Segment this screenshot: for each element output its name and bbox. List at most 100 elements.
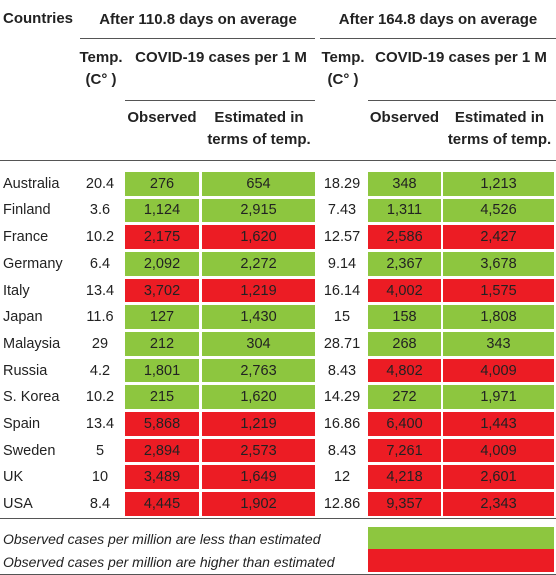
case-cell: 1,808	[443, 305, 554, 329]
temp-cell: 6.4	[89, 255, 111, 272]
temp-cell: 16.86	[323, 415, 361, 432]
observed-header: Observed	[369, 109, 440, 126]
temp-cell: 13.4	[85, 282, 115, 299]
case-cell: 9,357	[368, 492, 441, 516]
country: S. Korea	[3, 389, 60, 406]
countries-header: Countries	[3, 10, 74, 27]
group-header: After 164.8 days on average	[338, 11, 538, 28]
case-cell: 1,311	[368, 198, 441, 223]
case-cell: 2,367	[368, 252, 441, 276]
case-cell: 2,763	[202, 358, 315, 383]
temp-cell: 12	[333, 469, 351, 486]
case-cell: 1,971	[443, 385, 554, 410]
legend-label: Observed cases per million are higher th…	[3, 554, 335, 570]
temp-cell: 28.71	[323, 335, 361, 352]
case-cell: 2,427	[443, 225, 554, 249]
case-cell: 1,219	[202, 412, 315, 436]
country: Finland	[3, 202, 51, 219]
temp-cell: 8.4	[89, 495, 111, 512]
case-cell: 3,489	[125, 465, 199, 490]
temp-cell: 3.6	[89, 202, 111, 219]
case-cell: 1,801	[125, 358, 199, 383]
temp-cell: 9.14	[327, 255, 357, 272]
country: France	[3, 229, 49, 246]
country: USA	[3, 495, 33, 512]
case-cell: 1,219	[202, 278, 315, 303]
case-cell: 272	[368, 385, 441, 410]
case-cell: 5,868	[125, 412, 199, 436]
case-cell: 2,343	[443, 492, 554, 516]
case-cell: 2,894	[125, 438, 199, 463]
temp-cell: 5	[95, 442, 105, 459]
cases-header: COVID-19 cases per 1 M	[135, 49, 307, 66]
legend-swatch	[368, 549, 554, 572]
observed-header: Observed	[127, 109, 197, 126]
country: Malaysia	[3, 335, 61, 352]
country: Italy	[3, 282, 30, 299]
temp-cell: 15	[333, 309, 351, 326]
case-cell: 127	[125, 305, 199, 329]
temp-cell: 10.2	[85, 389, 115, 406]
group-header: After 110.8 days on average	[99, 11, 297, 28]
cases-header: COVID-19 cases per 1 M	[375, 49, 547, 66]
temp-cell: 8.43	[327, 442, 357, 459]
temp-cell: 20.4	[85, 175, 115, 192]
legend-label: Observed cases per million are less than…	[3, 531, 321, 547]
case-cell: 7,261	[368, 438, 441, 463]
case-cell: 268	[368, 332, 441, 356]
case-cell: 1,620	[202, 225, 315, 249]
case-cell: 2,573	[202, 438, 315, 463]
temp-cell: 11.6	[86, 309, 114, 326]
case-cell: 3,702	[125, 278, 199, 303]
rule	[320, 38, 556, 39]
case-cell: 3,678	[443, 252, 554, 276]
country: Russia	[3, 362, 48, 379]
case-cell: 2,175	[125, 225, 199, 249]
temp-header: Temp. (C° )	[321, 49, 365, 88]
country: Japan	[3, 309, 43, 326]
case-cell: 276	[125, 172, 199, 196]
temp-cell: 18.29	[323, 175, 361, 192]
case-cell: 1,649	[202, 465, 315, 490]
case-cell: 158	[368, 305, 441, 329]
temp-cell: 16.14	[323, 282, 361, 299]
country: UK	[3, 469, 24, 486]
rule	[0, 160, 556, 161]
temp-cell: 10.2	[85, 229, 115, 246]
rule	[80, 38, 315, 39]
rule	[125, 100, 315, 101]
case-cell: 2,272	[202, 252, 315, 276]
country: Spain	[3, 415, 41, 432]
case-cell: 4,009	[443, 358, 554, 383]
case-cell: 304	[202, 332, 315, 356]
case-cell: 4,009	[443, 438, 554, 463]
case-cell: 348	[368, 172, 441, 196]
case-cell: 1,213	[443, 172, 554, 196]
temp-header: Temp. (C° )	[79, 49, 123, 88]
case-cell: 212	[125, 332, 199, 356]
case-cell: 215	[125, 385, 199, 410]
country: Germany	[3, 255, 63, 272]
country: Australia	[3, 175, 60, 192]
rule	[368, 100, 556, 101]
temp-cell: 8.43	[327, 362, 357, 379]
estimated-header: Estimated in terms of temp.	[207, 109, 311, 148]
estimated-header: Estimated in terms of temp.	[447, 109, 552, 148]
temp-cell: 4.2	[89, 362, 111, 379]
temp-cell: 12.86	[323, 495, 361, 512]
case-cell: 1,443	[443, 412, 554, 436]
temp-cell: 14.29	[323, 389, 361, 406]
case-cell: 2,915	[202, 198, 315, 223]
case-cell: 1,124	[125, 198, 199, 223]
case-cell: 654	[202, 172, 315, 196]
case-cell: 1,620	[202, 385, 315, 410]
case-cell: 1,575	[443, 278, 554, 303]
temp-cell: 13.4	[85, 415, 115, 432]
case-cell: 4,526	[443, 198, 554, 223]
country: Sweden	[3, 442, 56, 459]
case-cell: 4,802	[368, 358, 441, 383]
case-cell: 4,218	[368, 465, 441, 490]
case-cell: 2,092	[125, 252, 199, 276]
case-cell: 4,002	[368, 278, 441, 303]
